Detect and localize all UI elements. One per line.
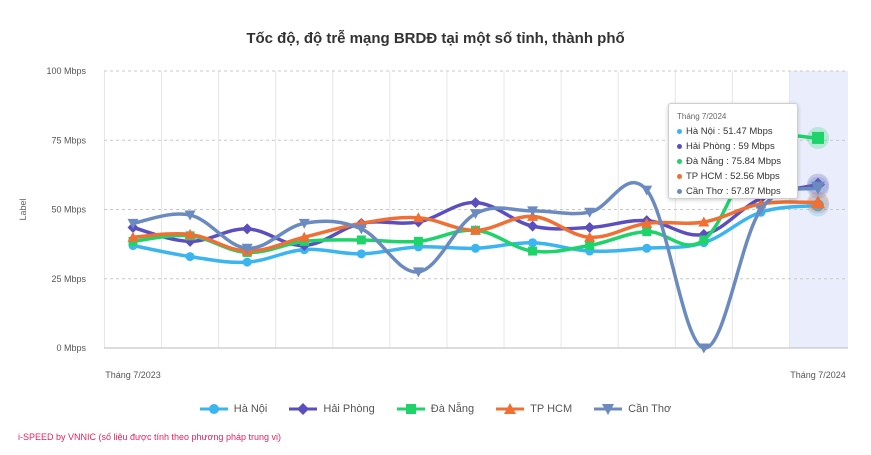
- data-point: [356, 235, 366, 245]
- tooltip-header: Tháng 7/2024: [677, 112, 727, 121]
- legend-item-danang[interactable]: Đà Nẵng: [396, 403, 475, 415]
- data-point: [470, 209, 481, 220]
- data-point: [184, 210, 196, 221]
- legend-label: Hà Nội: [233, 403, 268, 415]
- data-point: [698, 216, 710, 227]
- chart-tooltip: Tháng 7/2024 Hà Nội : 51.47 Mbps Hải Phò…: [668, 103, 798, 199]
- tooltip-row-haiphong: Hải Phòng : 59 Mbps: [669, 139, 797, 154]
- data-point: [127, 218, 139, 229]
- y-tick-label: 25 Mbps: [51, 274, 86, 284]
- data-point: [242, 257, 252, 267]
- data-point: [584, 231, 596, 242]
- data-point: [412, 267, 424, 278]
- tooltip-row-text: Hải Phòng : 59 Mbps: [686, 141, 775, 152]
- data-point: [355, 224, 367, 235]
- data-point: [699, 235, 709, 245]
- series-dot-icon: [677, 158, 682, 164]
- y-tick-label: 75 Mbps: [51, 135, 86, 145]
- legend-square-icon: [396, 404, 425, 414]
- chart-title: Tốc độ, độ trễ mạng BRDĐ tại một số tỉnh…: [246, 30, 625, 47]
- data-point: [698, 343, 710, 354]
- data-point-hover: [811, 181, 825, 195]
- tooltip-row-text: TP HCM : 52.56 Mbps: [686, 171, 780, 182]
- legend-item-haiphong[interactable]: Hải Phòng: [289, 403, 375, 415]
- data-point: [585, 241, 595, 251]
- chart-legend: Hà Nội Hải Phòng Đà Nẵng TP HCM Cần Thơ: [0, 403, 871, 415]
- x-tick-label: Tháng 7/2024: [790, 370, 846, 380]
- series-line: [131, 180, 820, 350]
- data-point: [584, 207, 596, 218]
- data-point: [412, 212, 424, 223]
- data-point-hover: [812, 131, 824, 144]
- data-point: [470, 224, 481, 235]
- data-point: [528, 238, 538, 248]
- legend-label: TP HCM: [530, 403, 573, 415]
- y-tick-label: 50 Mbps: [51, 205, 86, 215]
- data-point: [471, 243, 480, 253]
- legend-circle-icon: [199, 404, 228, 414]
- legend-item-hanoi[interactable]: Hà Nội: [199, 403, 268, 415]
- legend-label: Đà Nẵng: [430, 403, 475, 415]
- legend-item-tphcm[interactable]: TP HCM: [496, 403, 572, 415]
- legend-triangle-up-icon: [496, 403, 525, 414]
- y-tick-label: 100 Mbps: [46, 66, 86, 76]
- y-tick-label: 0 Mbps: [56, 343, 86, 353]
- data-point: [527, 220, 539, 232]
- legend-item-cantho[interactable]: Cần Thơ: [594, 403, 671, 415]
- data-point: [470, 197, 481, 209]
- tooltip-row-text: Cần Thơ : 57.87 Mbps: [686, 186, 781, 197]
- data-point: [241, 243, 253, 254]
- data-point: [413, 236, 423, 246]
- tooltip-row-text: Đà Nẵng : 75.84 Mbps: [686, 156, 782, 167]
- data-point: [642, 243, 652, 253]
- series-dot-icon: [677, 188, 682, 194]
- data-point: [356, 249, 366, 259]
- y-axis-title: Label: [18, 198, 28, 220]
- series-dot-icon: [677, 128, 682, 134]
- data-point: [527, 206, 539, 217]
- legend-diamond-icon: [289, 403, 318, 415]
- data-point: [184, 228, 196, 239]
- data-point: [185, 252, 195, 262]
- x-tick-label: Tháng 7/2023: [105, 370, 161, 380]
- series-5: [127, 176, 829, 354]
- legend-triangle-down-icon: [594, 404, 623, 415]
- data-point: [641, 185, 653, 196]
- tooltip-row-text: Hà Nội : 51.47 Mbps: [686, 126, 773, 137]
- tooltip-row-danang: Đà Nẵng : 75.84 Mbps: [669, 154, 797, 169]
- data-point: [584, 222, 596, 234]
- series-dot-icon: [677, 173, 682, 179]
- data-point: [241, 223, 253, 235]
- footer-note: i-SPEED by VNNIC (số liệu được tính theo…: [18, 432, 281, 442]
- tooltip-row-hanoi: Hà Nội : 51.47 Mbps: [669, 124, 797, 139]
- data-point: [298, 218, 310, 229]
- legend-label: Cần Thơ: [628, 403, 672, 415]
- data-point-hover: [811, 195, 825, 209]
- data-point: [127, 231, 139, 242]
- data-point: [298, 231, 310, 242]
- data-point: [755, 205, 767, 215]
- data-point: [641, 217, 653, 228]
- tooltip-row-tphcm: TP HCM : 52.56 Mbps: [669, 169, 797, 184]
- tooltip-row-cantho: Cần Thơ : 57.87 Mbps: [669, 184, 797, 199]
- legend-label: Hải Phòng: [323, 403, 375, 415]
- data-point: [528, 246, 538, 256]
- series-dot-icon: [677, 143, 682, 149]
- data-point: [642, 227, 652, 237]
